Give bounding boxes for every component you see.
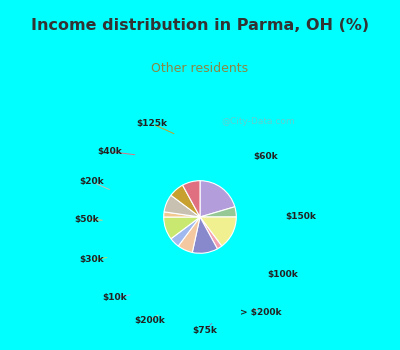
Text: $20k: $20k: [79, 177, 104, 186]
Text: Income distribution in Parma, OH (%): Income distribution in Parma, OH (%): [31, 18, 369, 33]
Text: $125k: $125k: [137, 119, 168, 128]
Wedge shape: [171, 217, 200, 246]
Text: $60k: $60k: [253, 152, 278, 161]
Wedge shape: [183, 181, 200, 217]
Text: $40k: $40k: [97, 147, 122, 156]
Wedge shape: [200, 181, 235, 217]
Text: $100k: $100k: [268, 271, 298, 279]
Text: $50k: $50k: [74, 215, 99, 224]
Text: $30k: $30k: [79, 256, 104, 264]
Text: @City-Data.com: @City-Data.com: [221, 117, 295, 126]
Wedge shape: [164, 195, 200, 217]
Text: $75k: $75k: [193, 326, 218, 335]
Text: > $200k: > $200k: [240, 308, 281, 317]
Wedge shape: [171, 185, 200, 217]
Text: $200k: $200k: [134, 316, 165, 325]
Wedge shape: [164, 217, 200, 239]
Wedge shape: [192, 217, 217, 253]
Wedge shape: [164, 212, 200, 217]
Wedge shape: [200, 207, 236, 217]
Wedge shape: [200, 217, 222, 249]
Text: Other residents: Other residents: [152, 62, 248, 75]
Wedge shape: [200, 217, 236, 246]
Text: $10k: $10k: [102, 293, 127, 302]
Text: $150k: $150k: [285, 212, 316, 222]
Wedge shape: [178, 217, 200, 252]
